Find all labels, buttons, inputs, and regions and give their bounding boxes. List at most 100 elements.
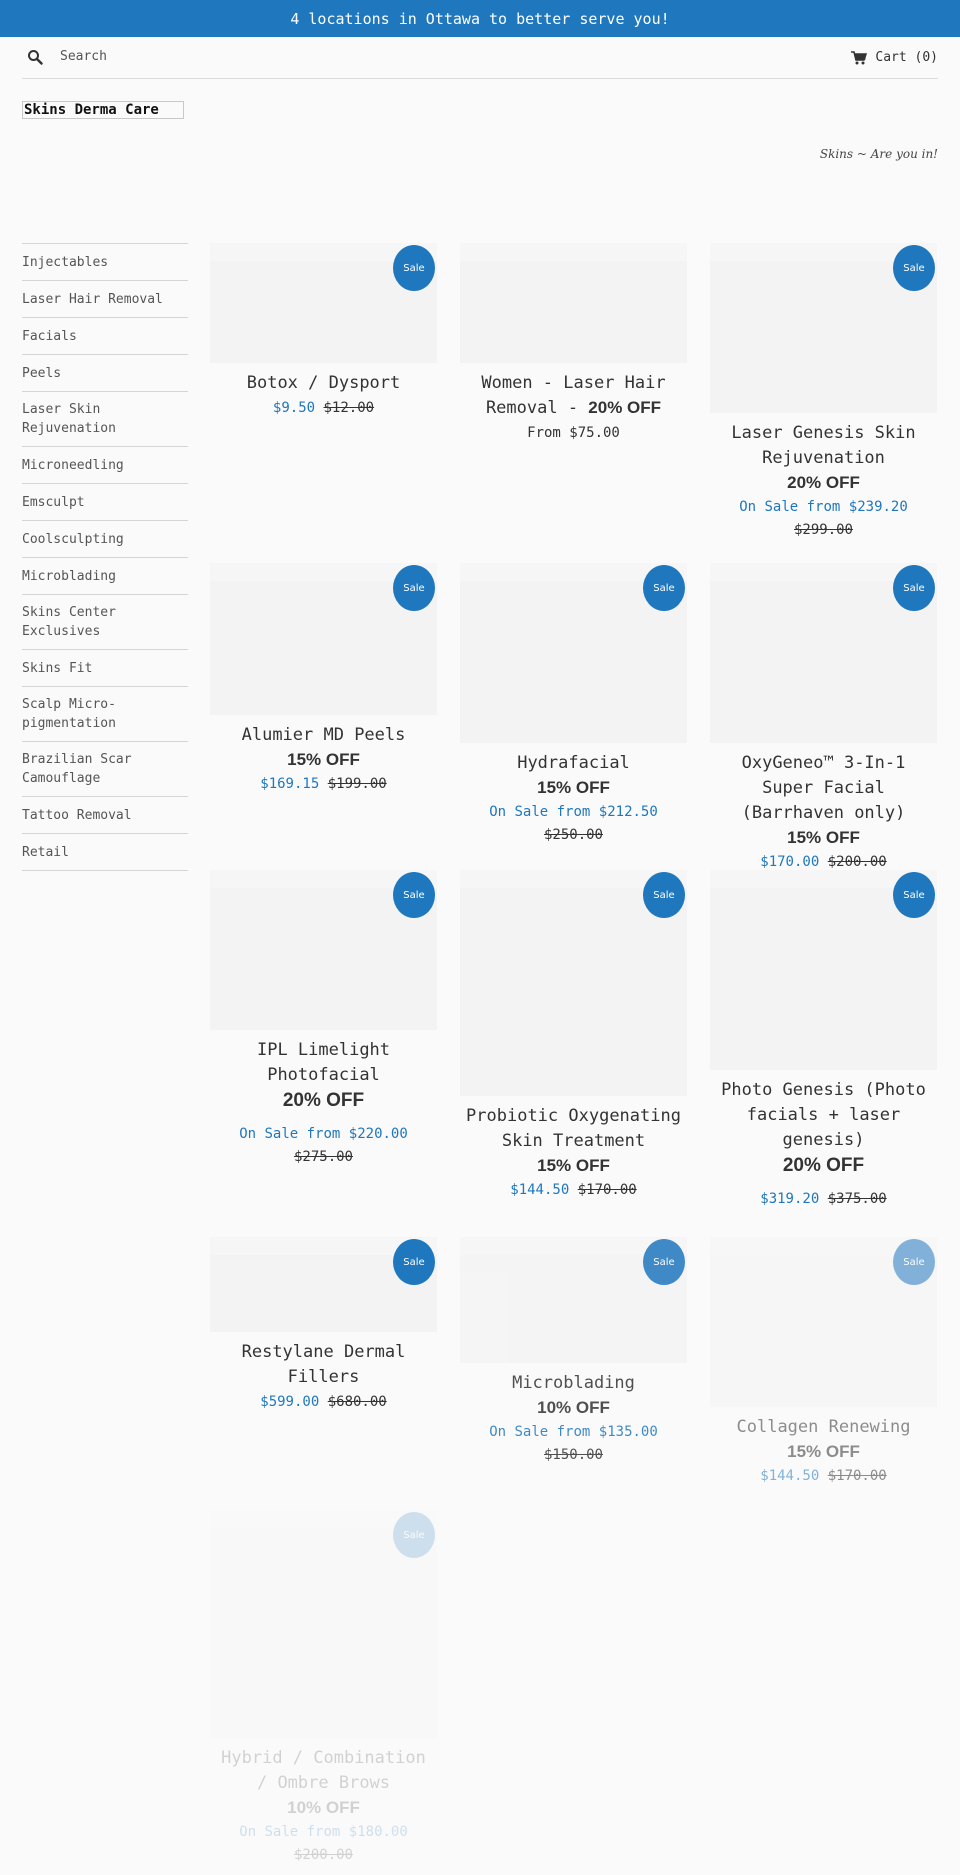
product-price: $170.00 $200.00 xyxy=(710,850,937,874)
discount-label: 20% OFF xyxy=(282,1090,365,1111)
sidebar-item-label: Emsculpt xyxy=(22,494,85,510)
product-image[interactable]: Sale xyxy=(460,563,687,743)
sidebar-item-tattoo-removal[interactable]: Tattoo Removal xyxy=(22,797,188,834)
sale-badge: Sale xyxy=(393,565,435,611)
product-title[interactable]: Hybrid / Combination / Ombre Brows xyxy=(221,1748,426,1793)
sale-price: $144.50 xyxy=(510,1182,570,1198)
discount-label: 15% OFF xyxy=(787,828,860,847)
product-title[interactable]: Hydrafacial xyxy=(517,753,630,773)
sidebar-item-label: Retail xyxy=(22,844,69,860)
product-image[interactable]: Sale xyxy=(210,1237,437,1332)
discount-label: 20% OFF xyxy=(782,1155,865,1176)
sidebar-item-label: Laser Skin Rejuvenation xyxy=(22,402,116,436)
product-card[interactable]: Sale Restylane Dermal Fillers $599.00 $6… xyxy=(210,1237,437,1414)
discount-label: 10% OFF xyxy=(537,1398,610,1417)
product-price: $169.15 $199.00 xyxy=(210,772,437,796)
sidebar-item-facials[interactable]: Facials xyxy=(22,318,188,355)
sale-price: $9.50 xyxy=(272,400,316,416)
product-image[interactable]: Sale xyxy=(460,870,687,1096)
original-price: $250.00 xyxy=(543,827,603,843)
product-title-text: Women - Laser Hair Removal - xyxy=(481,373,666,418)
sale-badge: Sale xyxy=(643,1239,685,1285)
cart-link[interactable]: Cart (0) xyxy=(851,50,938,65)
sidebar-item-coolsculpting[interactable]: Coolsculpting xyxy=(22,521,188,558)
product-card[interactable]: Sale Hybrid / Combination / Ombre Brows … xyxy=(210,1510,437,1866)
product-image[interactable]: Sale xyxy=(710,1237,937,1407)
product-card[interactable]: Sale Microblading 10% OFF On Sale from $… xyxy=(460,1237,687,1466)
product-price: From $75.00 xyxy=(527,425,620,441)
product-card[interactable]: Women - Laser Hair Removal - 20% OFF Fro… xyxy=(460,243,687,445)
sidebar-item-label: Skins Center Exclusives xyxy=(22,605,116,639)
product-card[interactable]: Sale Laser Genesis Skin Rejuvenation 20%… xyxy=(710,243,937,541)
sidebar-item-microblading[interactable]: Microblading xyxy=(22,558,188,595)
sidebar-item-microneedling[interactable]: Microneedling xyxy=(22,447,188,484)
announcement-text: 4 locations in Ottawa to better serve yo… xyxy=(290,9,670,28)
product-card[interactable]: Sale Alumier MD Peels 15% OFF $169.15 $1… xyxy=(210,563,437,796)
discount-label: 15% OFF xyxy=(787,1442,860,1461)
product-image[interactable]: Sale xyxy=(710,870,937,1070)
product-card[interactable]: Sale IPL Limelight Photofacial 20% OFF O… xyxy=(210,870,437,1168)
announcement-bar: 4 locations in Ottawa to better serve yo… xyxy=(0,0,960,37)
sale-badge: Sale xyxy=(393,1512,435,1558)
search-icon[interactable] xyxy=(27,49,43,65)
product-title[interactable]: Photo Genesis (Photo facials + laser gen… xyxy=(721,1080,926,1150)
product-image[interactable]: Sale xyxy=(210,870,437,1030)
product-image[interactable]: Sale xyxy=(210,1510,437,1738)
product-title[interactable]: Alumier MD Peels xyxy=(241,725,406,745)
sidebar-item-label: Coolsculpting xyxy=(22,531,124,547)
original-price: $299.00 xyxy=(793,522,853,538)
product-card[interactable]: Sale Collagen Renewing 15% OFF $144.50 $… xyxy=(710,1237,937,1488)
product-card[interactable]: Sale OxyGeneo™ 3-In-1 Super Facial (Barr… xyxy=(710,563,937,874)
sidebar-item-brazilian-scar-camouflage[interactable]: Brazilian Scar Camouflage xyxy=(22,742,188,797)
product-title[interactable]: Botox / Dysport xyxy=(246,373,401,393)
product-title[interactable]: Probiotic Oxygenating Skin Treatment xyxy=(466,1106,681,1151)
product-card[interactable]: Sale Probiotic Oxygenating Skin Treatmen… xyxy=(460,870,687,1202)
sidebar-item-injectables[interactable]: Injectables xyxy=(22,244,188,281)
product-image[interactable] xyxy=(460,243,687,363)
site-logo[interactable]: Skins Derma Care xyxy=(22,101,184,119)
sale-price: On Sale from $239.20 xyxy=(739,499,908,515)
sale-badge: Sale xyxy=(893,872,935,918)
original-price: $170.00 xyxy=(577,1182,637,1198)
sale-badge: Sale xyxy=(643,565,685,611)
header-bar: Cart (0) xyxy=(22,37,938,79)
sidebar-item-label: Facials xyxy=(22,328,77,344)
sidebar-item-retail[interactable]: Retail xyxy=(22,834,188,871)
product-image[interactable]: Sale xyxy=(710,243,937,413)
sidebar-item-label: Skins Fit xyxy=(22,660,93,676)
product-title[interactable]: Women - Laser Hair Removal - 20% OFF xyxy=(460,371,687,421)
product-image[interactable]: Sale xyxy=(460,1237,687,1363)
product-title[interactable]: Microblading xyxy=(512,1373,635,1393)
sidebar-item-laser-skin-rejuvenation[interactable]: Laser Skin Rejuvenation xyxy=(22,392,188,447)
sidebar-item-skins-fit[interactable]: Skins Fit xyxy=(22,650,188,687)
original-price: $200.00 xyxy=(827,854,887,870)
sale-badge: Sale xyxy=(893,1239,935,1285)
product-title[interactable]: Restylane Dermal Fillers xyxy=(241,1342,406,1387)
sale-price: On Sale from $180.00 xyxy=(239,1824,408,1840)
sidebar-item-scalp-micro-pigmentation[interactable]: Scalp Micro-pigmentation xyxy=(22,687,188,742)
sale-price: On Sale from $212.50 xyxy=(489,804,658,820)
sale-price: $319.20 xyxy=(760,1191,820,1207)
product-image[interactable]: Sale xyxy=(710,563,937,743)
product-price: $144.50 $170.00 xyxy=(460,1178,687,1202)
discount-label: 15% OFF xyxy=(537,778,610,797)
product-title[interactable]: Laser Genesis Skin Rejuvenation xyxy=(731,423,916,468)
sale-badge: Sale xyxy=(393,872,435,918)
sidebar-item-emsculpt[interactable]: Emsculpt xyxy=(22,484,188,521)
sale-price: $599.00 xyxy=(260,1394,320,1410)
product-title[interactable]: Collagen Renewing xyxy=(736,1417,911,1437)
product-title[interactable]: IPL Limelight Photofacial xyxy=(256,1040,391,1085)
product-card[interactable]: Sale Botox / Dysport $9.50 $12.00 xyxy=(210,243,437,420)
discount-label: 15% OFF xyxy=(537,1156,610,1175)
product-image[interactable]: Sale xyxy=(210,243,437,363)
sidebar-item-skins-center-exclusives[interactable]: Skins Center Exclusives xyxy=(22,595,188,650)
sidebar-item-peels[interactable]: Peels xyxy=(22,355,188,392)
sale-price: $169.15 xyxy=(260,776,320,792)
product-title[interactable]: OxyGeneo™ 3-In-1 Super Facial (Barrhaven… xyxy=(741,753,906,823)
product-image[interactable]: Sale xyxy=(210,563,437,715)
sidebar-item-laser-hair-removal[interactable]: Laser Hair Removal xyxy=(22,281,188,318)
product-card[interactable]: Sale Hydrafacial 15% OFF On Sale from $2… xyxy=(460,563,687,846)
search-input[interactable] xyxy=(60,45,360,67)
product-price: $144.50 $170.00 xyxy=(710,1464,937,1488)
product-card[interactable]: Sale Photo Genesis (Photo facials + lase… xyxy=(710,870,937,1211)
